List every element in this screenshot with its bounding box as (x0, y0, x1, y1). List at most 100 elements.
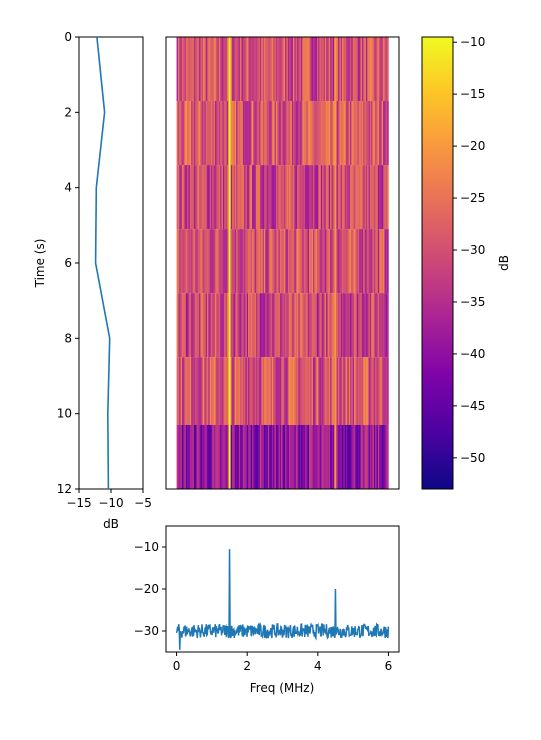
spectrogram-cell (298, 37, 301, 102)
spectrogram-cell (183, 357, 185, 425)
spectrogram-cell (327, 165, 330, 230)
spectrogram-cell (269, 424, 271, 489)
spectrogram-cell (339, 357, 342, 425)
spectrogram-cell (201, 37, 204, 102)
spectrogram-cell (343, 424, 346, 489)
colorbar-tick-label: −10 (460, 35, 485, 49)
spectrogram-cell (320, 101, 323, 166)
spectrogram-cell (244, 37, 246, 102)
spectrogram-cell (287, 357, 290, 425)
spectrogram-cell (181, 424, 184, 489)
spectrogram-cell (201, 165, 204, 230)
spectrogram-cell (323, 101, 326, 166)
spectrogram-cell (373, 37, 376, 102)
spectrogram-cell (269, 357, 271, 425)
spectrogram-cell (308, 229, 311, 294)
spectrogram-cell (242, 37, 245, 102)
spectrogram-cell (281, 424, 283, 489)
spectrogram-cell (364, 37, 367, 102)
spectrogram-cell (322, 101, 324, 166)
spectrogram-cell (200, 37, 203, 102)
spectrogram-cells (176, 37, 389, 489)
spectrogram-cell (344, 37, 347, 102)
spectrogram-cell (185, 424, 188, 489)
spectrogram-cell (297, 165, 299, 230)
spectrogram-cell (315, 165, 318, 230)
spectrogram-cell (236, 293, 238, 358)
spectrogram-cell (278, 293, 281, 358)
spectrogram-cell (340, 357, 343, 425)
spectrogram-cell (381, 424, 384, 489)
spectrogram-cell (330, 357, 332, 425)
spectrogram-cell (179, 37, 181, 102)
spectrogram-cell (282, 101, 285, 166)
spectrogram-cell (250, 165, 253, 230)
spectrogram-cell (355, 229, 357, 294)
spectrogram-cell (357, 229, 360, 294)
spectrogram-cell (257, 424, 259, 489)
time-profile-xticks: −15 −10 −5 (66, 489, 152, 510)
spectrogram-cell (381, 165, 384, 230)
spectrogram-cell (245, 229, 248, 294)
spectrogram-cell (311, 424, 314, 489)
spectrogram-cell (248, 37, 250, 102)
spectrogram-cell (295, 229, 298, 294)
spectrogram-cell (179, 424, 181, 489)
spectrogram-cell (351, 37, 353, 102)
spectrogram-cell (226, 101, 229, 166)
spectrogram-cell (376, 37, 379, 102)
spectrogram-cell (237, 229, 240, 294)
spectrogram-cell (254, 101, 257, 166)
spectrogram-cell (287, 37, 290, 102)
spectrogram-cell (176, 229, 179, 294)
spectrogram-cell (380, 293, 383, 358)
spectrogram-cell (361, 229, 364, 294)
spectrogram-cell (205, 357, 208, 425)
spectrogram-cell (274, 101, 277, 166)
spectrogram-cell (348, 424, 351, 489)
spectrogram-cell (205, 424, 208, 489)
spectrogram-cell (299, 357, 302, 425)
spectrogram-cell (192, 229, 195, 294)
spectrogram-panel (165, 36, 400, 490)
spectrogram-cell (267, 229, 270, 294)
spectrogram-cell (211, 37, 213, 102)
spectrogram-cell (384, 37, 387, 102)
spectrogram-cell (342, 165, 344, 230)
spectrogram-cell (311, 101, 314, 166)
spectrogram-cell (302, 229, 304, 294)
spectrogram-cell (289, 293, 291, 358)
spectrogram-cell (290, 424, 293, 489)
spectrogram-cell (257, 37, 259, 102)
spectrogram-cell (371, 424, 373, 489)
spectrogram-cell (310, 424, 312, 489)
spectrogram-cell (262, 37, 265, 102)
spectrogram-cell (311, 293, 314, 358)
spectrogram-cell (327, 293, 330, 358)
spectrogram-cell (225, 229, 228, 294)
spectrogram-cell (185, 293, 188, 358)
spectrogram-cell (273, 37, 275, 102)
spectrogram-cell (230, 37, 233, 102)
spectrogram-cell (271, 357, 274, 425)
spectrogram-cell (348, 37, 351, 102)
spectrogram-cell (324, 165, 327, 230)
spectrogram-cell (379, 165, 381, 230)
spectrogram-cell (245, 165, 248, 230)
spectrogram-cell (319, 37, 322, 102)
spectrogram-cell (184, 37, 187, 102)
spectrogram-cell (306, 229, 308, 294)
spectrogram-cell (230, 229, 233, 294)
spectrogram-cell (330, 229, 332, 294)
spectrogram-cell (350, 165, 352, 230)
spectrogram-cell (338, 37, 340, 102)
spectrogram-cell (308, 424, 311, 489)
spectrogram-cell (346, 37, 348, 102)
spectrogram-cell (277, 101, 279, 166)
spectrogram-cell (256, 293, 258, 358)
spectrogram-cell (307, 165, 310, 230)
spectrogram-cell (357, 293, 360, 358)
spectrogram-cell (184, 424, 187, 489)
spectrogram-cell (331, 101, 334, 166)
spectrogram-cell (214, 229, 217, 294)
